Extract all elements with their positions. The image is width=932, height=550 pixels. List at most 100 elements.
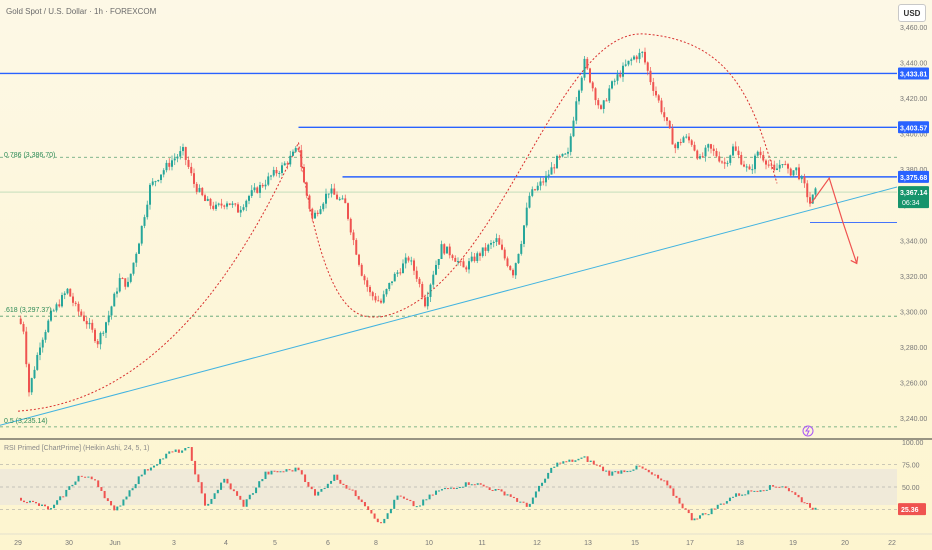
candle-body[interactable]	[608, 88, 611, 101]
candle-body[interactable]	[457, 261, 459, 263]
trend-line[interactable]	[0, 186, 898, 426]
candle-body[interactable]	[531, 189, 534, 196]
candle-body[interactable]	[226, 203, 228, 207]
candle-body[interactable]	[61, 295, 63, 307]
candle-body[interactable]	[677, 142, 679, 149]
candle-body[interactable]	[451, 255, 454, 258]
candle-body[interactable]	[495, 238, 498, 243]
candle-body[interactable]	[426, 296, 429, 307]
candle-body[interactable]	[624, 64, 627, 66]
candle-body[interactable]	[143, 217, 146, 226]
candle-body[interactable]	[66, 288, 69, 294]
candle-body[interactable]	[767, 164, 770, 166]
candle-body[interactable]	[316, 212, 319, 214]
candle-body[interactable]	[201, 187, 204, 196]
candle-body[interactable]	[547, 174, 550, 176]
candle-body[interactable]	[94, 329, 96, 342]
candle-body[interactable]	[748, 166, 751, 170]
candle-body[interactable]	[765, 160, 767, 165]
candle-body[interactable]	[809, 197, 811, 204]
candle-body[interactable]	[36, 354, 39, 370]
candle-body[interactable]	[773, 164, 776, 171]
candle-body[interactable]	[814, 188, 817, 195]
candle-body[interactable]	[278, 172, 281, 174]
candle-body[interactable]	[575, 101, 578, 121]
candle-body[interactable]	[484, 247, 487, 251]
candle-body[interactable]	[264, 184, 267, 187]
candle-body[interactable]	[542, 181, 545, 183]
candle-body[interactable]	[69, 288, 72, 297]
candle-body[interactable]	[762, 155, 765, 161]
candle-body[interactable]	[198, 187, 201, 192]
candle-body[interactable]	[539, 181, 542, 186]
candle-body[interactable]	[360, 264, 363, 276]
candle-body[interactable]	[253, 187, 256, 191]
candle-body[interactable]	[212, 205, 215, 209]
candle-body[interactable]	[74, 302, 77, 304]
candle-body[interactable]	[151, 181, 154, 185]
candle-body[interactable]	[355, 240, 358, 255]
candle-body[interactable]	[116, 291, 118, 294]
candle-body[interactable]	[693, 144, 696, 151]
candle-body[interactable]	[195, 183, 198, 192]
candle-body[interactable]	[718, 156, 721, 162]
candle-body[interactable]	[297, 147, 300, 151]
candle-body[interactable]	[80, 311, 83, 316]
candle-body[interactable]	[688, 136, 690, 141]
candle-body[interactable]	[525, 207, 528, 226]
candle-body[interactable]	[487, 244, 490, 251]
candle-body[interactable]	[649, 70, 652, 83]
candle-body[interactable]	[308, 195, 311, 209]
candle-body[interactable]	[333, 188, 336, 195]
candle-body[interactable]	[611, 81, 613, 89]
candle-body[interactable]	[734, 146, 737, 151]
candle-body[interactable]	[512, 269, 514, 276]
lightning-icon[interactable]	[802, 425, 814, 437]
candle-body[interactable]	[41, 339, 44, 348]
candle-body[interactable]	[580, 77, 583, 91]
candle-body[interactable]	[286, 163, 289, 165]
candle-body[interactable]	[206, 198, 209, 201]
candle-body[interactable]	[644, 51, 646, 63]
candle-body[interactable]	[545, 175, 547, 183]
candle-body[interactable]	[118, 278, 121, 292]
candle-body[interactable]	[173, 158, 176, 161]
candle-body[interactable]	[553, 167, 556, 169]
candle-body[interactable]	[798, 167, 800, 180]
candle-body[interactable]	[712, 148, 715, 151]
candle-body[interactable]	[696, 150, 699, 159]
candle-body[interactable]	[338, 198, 341, 200]
candle-body[interactable]	[157, 180, 160, 182]
candle-body[interactable]	[635, 56, 638, 60]
candle-body[interactable]	[44, 332, 47, 340]
candle-body[interactable]	[715, 150, 718, 157]
candle-body[interactable]	[275, 169, 278, 174]
candle-body[interactable]	[663, 112, 666, 118]
candle-body[interactable]	[589, 68, 591, 83]
candle-body[interactable]	[655, 90, 657, 96]
candle-body[interactable]	[347, 203, 349, 219]
candle-body[interactable]	[231, 203, 234, 205]
candle-body[interactable]	[99, 332, 102, 345]
candle-body[interactable]	[33, 369, 36, 379]
candle-body[interactable]	[377, 300, 380, 302]
candle-body[interactable]	[583, 58, 586, 78]
candle-body[interactable]	[459, 261, 462, 263]
candle-body[interactable]	[149, 184, 151, 205]
candle-body[interactable]	[770, 164, 773, 166]
candle-body[interactable]	[440, 244, 443, 260]
candle-body[interactable]	[366, 280, 369, 287]
candle-body[interactable]	[374, 296, 377, 301]
candle-body[interactable]	[303, 166, 305, 183]
candle-body[interactable]	[506, 258, 509, 266]
candle-body[interactable]	[638, 52, 641, 60]
candle-body[interactable]	[404, 257, 407, 264]
candle-body[interactable]	[627, 60, 630, 65]
candle-body[interactable]	[113, 293, 116, 307]
candle-body[interactable]	[250, 190, 253, 196]
candle-body[interactable]	[594, 88, 597, 101]
candle-body[interactable]	[182, 147, 184, 152]
candle-body[interactable]	[536, 185, 539, 191]
candle-body[interactable]	[556, 155, 558, 169]
candle-body[interactable]	[349, 218, 352, 233]
